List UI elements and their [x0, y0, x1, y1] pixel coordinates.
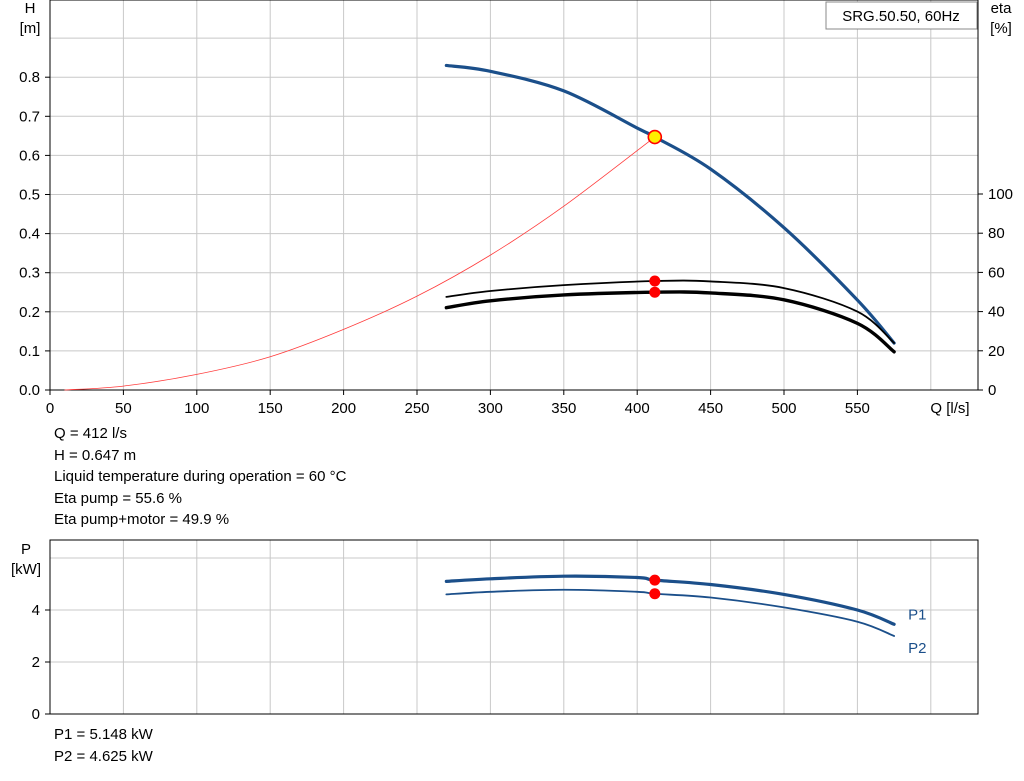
bottom-grid — [50, 540, 978, 714]
eta-tick-label: 80 — [988, 225, 1005, 242]
y-tick-label: 0.6 — [19, 147, 40, 164]
eta-pump-motor-curve — [444, 290, 896, 354]
x-tick-label: 250 — [404, 400, 429, 417]
p1-curve — [444, 574, 896, 626]
y-tick-label: 0.4 — [19, 226, 40, 243]
chart-title-box: SRG.50.50, 60Hz — [825, 1, 978, 30]
flow-readout: Q = 412 l/s — [54, 425, 127, 442]
eta-tick-label: 40 — [988, 304, 1005, 321]
x-tick-label: 300 — [478, 400, 503, 417]
y-axis-label-left-2: [m] — [20, 20, 41, 37]
x-tick-label: 500 — [771, 400, 796, 417]
system-curve — [64, 136, 656, 391]
eta-pump-curve — [445, 279, 895, 344]
eta-pump-motor-duty-marker — [649, 286, 661, 298]
x-tick-label: 150 — [258, 400, 283, 417]
bottom-curves: P1 P2 — [444, 574, 926, 657]
x-axis-label: Q [l/s] — [930, 400, 969, 417]
p2-readout: P2 = 4.625 kW — [54, 747, 153, 765]
chart-title: SRG.50.50, 60Hz — [842, 8, 960, 25]
power-info: P1 = 5.148 kW P2 = 4.625 kW — [54, 724, 153, 767]
operating-point-marker — [647, 129, 663, 145]
p1-duty-marker — [649, 574, 661, 586]
bottom-ticks: 0 2 4 — [32, 602, 50, 723]
liquid-temperature-readout: Liquid temperature during operation = 60… — [54, 468, 347, 485]
y-tick-label: 0.1 — [19, 343, 40, 360]
eta-tick-label: 100 — [988, 186, 1013, 203]
power-axis-label-2: [kW] — [11, 561, 41, 578]
y-tick-label: 0.7 — [19, 108, 40, 125]
power-chart: P1 P2 0 2 4 P [kW] — [11, 539, 979, 723]
eta-tick-label: 20 — [988, 343, 1005, 360]
y-tick-label: 0.3 — [19, 265, 40, 282]
eta-pump-duty-marker — [649, 275, 661, 287]
power-y-tick-label: 0 — [32, 706, 40, 723]
x-tick-label: 550 — [845, 400, 870, 417]
eta-pump-readout: Eta pump = 55.6 % — [54, 489, 182, 507]
power-y-tick-label: 4 — [32, 602, 40, 619]
top-ticks: 0 50 100 150 200 250 300 350 400 450 500 5500.00.10… — [19, 69, 1013, 417]
power-axis-label-1: P — [21, 541, 31, 558]
y-tick-label: 0.0 — [19, 382, 40, 399]
y-axis-label-right-2: [%] — [990, 20, 1012, 37]
p1-series-label: P1 — [908, 606, 926, 623]
x-tick-label: 350 — [551, 400, 576, 417]
duty-point-info: Q = 412 l/s H = 0.647 m Liquid temperatu… — [54, 423, 346, 531]
power-y-tick-label: 2 — [32, 654, 40, 671]
head-efficiency-chart: 0 50 100 150 200 250 300 350 400 450 500 5500.00.10… — [19, 0, 1013, 417]
p1-readout: P1 = 5.148 kW — [54, 726, 153, 743]
x-tick-label: 100 — [184, 400, 209, 417]
eta-tick-label: 60 — [988, 264, 1005, 281]
y-tick-label: 0.5 — [19, 187, 40, 204]
eta-tick-label: 0 — [988, 382, 996, 399]
x-tick-label: 50 — [115, 400, 132, 417]
eta-pump-motor-readout: Eta pump+motor = 49.9 % — [54, 511, 230, 528]
p2-series-label: P2 — [908, 640, 926, 657]
head-readout: H = 0.647 m — [54, 446, 137, 464]
y-axis-label-left-1: H — [25, 0, 36, 17]
top-curves — [64, 63, 896, 391]
y-tick-label: 0.2 — [19, 304, 40, 321]
x-tick-label: 450 — [698, 400, 723, 417]
x-tick-label: 400 — [625, 400, 650, 417]
x-tick-label: 200 — [331, 400, 356, 417]
x-tick-label: 0 — [46, 400, 54, 417]
y-tick-label: 0.8 — [19, 69, 40, 86]
y-axis-label-right-1: eta — [991, 0, 1013, 17]
p2-curve — [445, 588, 895, 637]
bottom-plot-frame — [49, 539, 979, 715]
p2-duty-marker — [649, 588, 661, 600]
